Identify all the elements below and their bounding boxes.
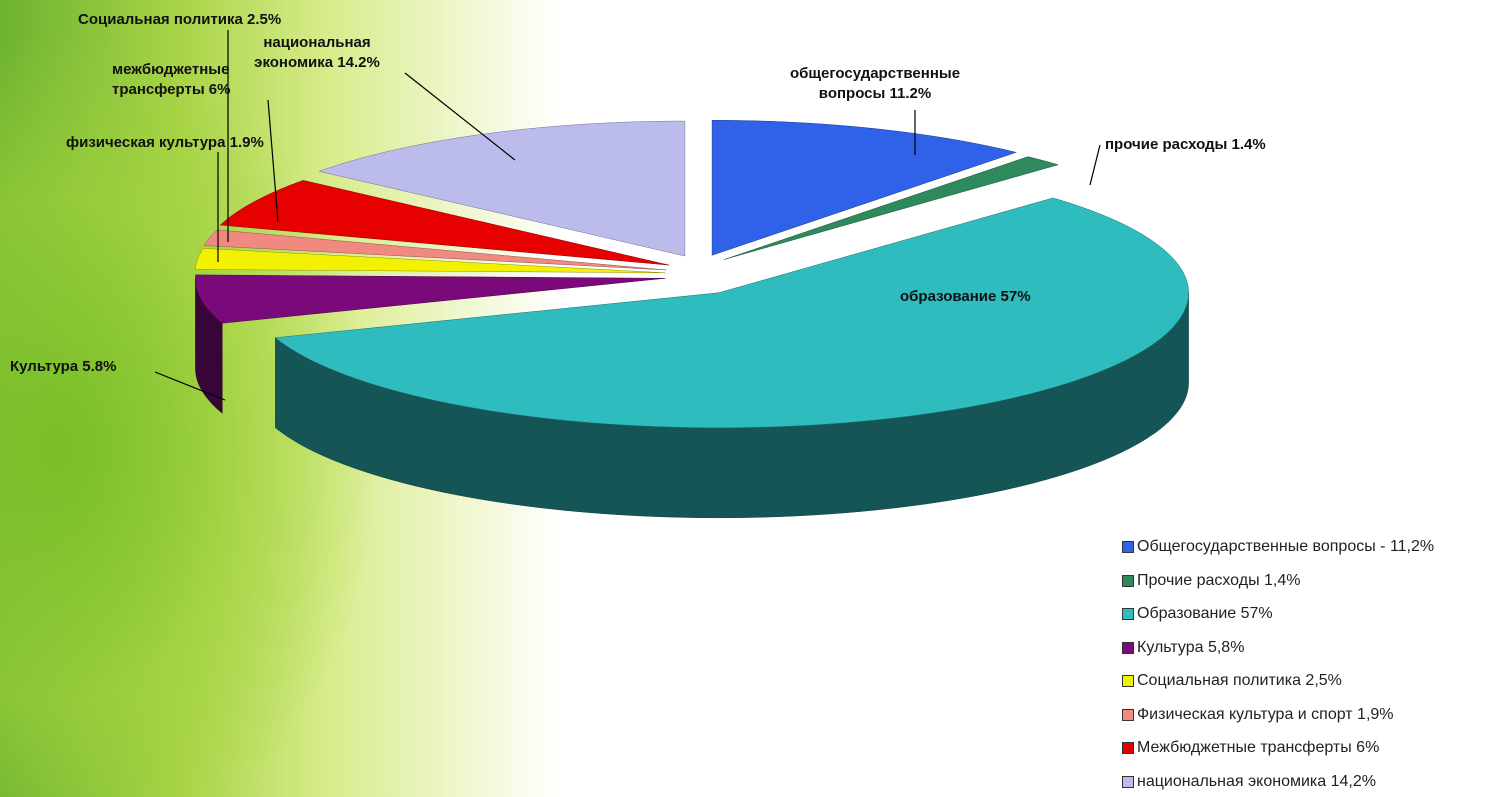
legend-swatch	[1122, 708, 1134, 721]
legend-item: Культура 5,8%	[1122, 639, 1244, 657]
legend-label: Прочие расходы 1,4%	[1137, 571, 1301, 589]
data-label: образование 57%	[900, 288, 1031, 305]
data-label: Социальная политика 2.5%	[78, 11, 282, 28]
legend-item: национальная экономика 14,2%	[1122, 773, 1376, 791]
data-label: прочие расходы 1.4%	[1105, 136, 1266, 153]
legend-swatch	[1122, 608, 1134, 620]
leader-line	[267, 99, 279, 223]
legend-label: Межбюджетные трансферты 6%	[1137, 739, 1380, 756]
leader-line	[154, 371, 226, 401]
slice	[195, 248, 666, 274]
legend-item: Образование 57%	[1122, 605, 1273, 623]
legend-item: Социальная политика 2,5%	[1122, 672, 1342, 690]
legend-swatch	[1122, 541, 1134, 553]
legend-item: Физическая культура и спорт 1,9%	[1122, 706, 1394, 724]
slice	[723, 156, 1060, 260]
legend-swatch	[1122, 742, 1134, 754]
data-label: Культура 5.8%	[10, 358, 117, 375]
legend-label: Социальная политика 2,5%	[1137, 672, 1342, 689]
legend-swatch	[1122, 574, 1134, 587]
data-label: общегосударственные вопросы 11.2%	[789, 65, 961, 102]
legend-swatch	[1122, 641, 1134, 654]
legend-item: Межбюджетные трансферты 6%	[1122, 739, 1379, 757]
legend-label: Культура 5,8%	[1137, 638, 1245, 656]
slice	[195, 274, 666, 324]
legend-label: национальная экономика 14,2%	[1137, 772, 1376, 790]
slice	[711, 120, 1018, 256]
legend-swatch	[1122, 675, 1134, 687]
legend-label: Физическая культура и спорт 1,9%	[1137, 705, 1394, 723]
legend-label: Образование 57%	[1137, 605, 1273, 622]
legend-swatch	[1122, 775, 1134, 788]
legend-label: Общегосударственные вопросы - 11,2%	[1137, 538, 1435, 555]
slice	[203, 229, 667, 271]
legend-item: Прочие расходы 1,4%	[1122, 572, 1300, 590]
leader-line	[1089, 144, 1101, 186]
slice	[274, 197, 1189, 429]
leader-line	[404, 72, 516, 161]
legend-item: Общегосударственные вопросы - 11,2%	[1122, 538, 1434, 556]
data-label: межбюджетные трансферты 6%	[112, 61, 231, 98]
data-label: физическая культура 1.9%	[66, 134, 264, 151]
data-label: национальная экономика 14.2%	[254, 34, 380, 71]
